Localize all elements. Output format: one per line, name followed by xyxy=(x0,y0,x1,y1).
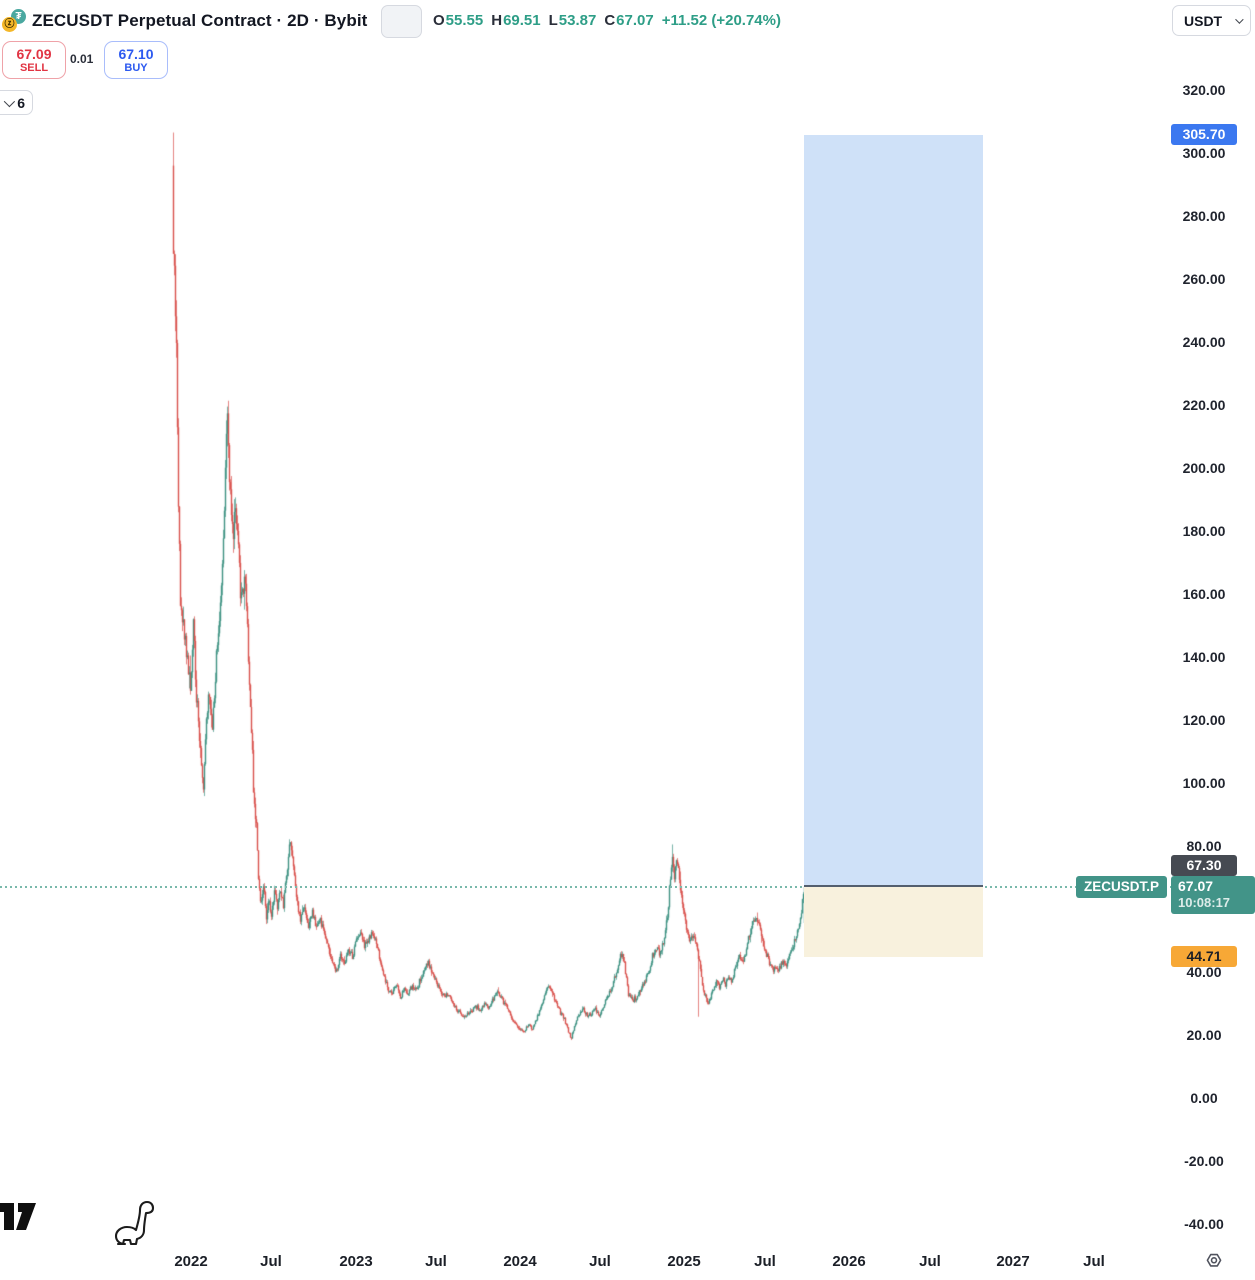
open-value: 55.55 xyxy=(445,12,484,29)
price-tick: 120.00 xyxy=(1182,712,1226,728)
price-tick: 140.00 xyxy=(1182,649,1226,665)
position-entry-line[interactable] xyxy=(804,885,983,887)
time-tick-jul: Jul xyxy=(589,1253,611,1270)
long-position-stop-zone[interactable] xyxy=(804,886,983,958)
symbol-title[interactable]: ZECUSDT Perpetual Contract · 2D · Bybit xyxy=(32,11,368,30)
pair-coin-icon: ₮ ⓩ xyxy=(2,8,26,34)
high-key: H xyxy=(491,12,503,29)
chevron-down-icon xyxy=(1235,14,1244,24)
price-tick: 200.00 xyxy=(1182,460,1226,476)
price-tick: 260.00 xyxy=(1182,271,1226,287)
zcash-coin-icon: ⓩ xyxy=(2,17,17,32)
spread-value: 0.01 xyxy=(70,52,94,66)
price-tick: -20.00 xyxy=(1184,1153,1224,1169)
close-key: C xyxy=(604,12,616,29)
object-count: 6 xyxy=(17,94,25,111)
time-tick-jul: Jul xyxy=(1083,1253,1105,1270)
price-tick: 180.00 xyxy=(1182,523,1226,539)
compare-add-button[interactable] xyxy=(381,5,422,38)
time-tick-2026: 2026 xyxy=(832,1253,866,1270)
object-tree-badge[interactable]: 6 xyxy=(0,90,33,115)
time-tick-2027: 2027 xyxy=(996,1253,1030,1270)
entry-price-label[interactable]: 67.30 xyxy=(1171,855,1237,876)
time-axis-settings-icon[interactable] xyxy=(1203,1250,1225,1272)
bar-countdown: 10:08:17 xyxy=(1178,894,1231,910)
time-tick-jul: Jul xyxy=(425,1253,447,1270)
symbol-price-tag[interactable]: ZECUSDT.P xyxy=(1076,875,1168,898)
long-position-profit-zone[interactable] xyxy=(804,135,983,886)
buy-button[interactable]: 67.10 BUY xyxy=(104,41,168,79)
time-tick-2023: 2023 xyxy=(339,1253,373,1270)
open-key: O xyxy=(433,12,445,29)
target-price-label[interactable]: 305.70 xyxy=(1171,124,1237,146)
symbol-header[interactable]: ₮ ⓩ ZECUSDT Perpetual Contract · 2D · By… xyxy=(2,6,367,36)
time-tick-jul: Jul xyxy=(919,1253,941,1270)
low-key: L xyxy=(548,12,558,29)
ohlc-readout: O55.55 H69.51 L53.87 C67.07 +11.52 (+20.74%) xyxy=(433,12,781,29)
price-tick: 160.00 xyxy=(1182,586,1226,602)
buy-price: 67.10 xyxy=(118,46,154,62)
price-tick: 280.00 xyxy=(1182,208,1226,224)
close-value: 67.07 xyxy=(616,12,654,29)
price-tick: -40.00 xyxy=(1184,1216,1224,1232)
sell-label: SELL xyxy=(19,62,49,74)
last-price-label[interactable]: 67.07 10:08:17 xyxy=(1171,875,1255,914)
price-tick: 300.00 xyxy=(1182,145,1226,161)
buy-label: BUY xyxy=(124,62,148,74)
price-tick: 220.00 xyxy=(1182,397,1226,413)
time-tick-2024: 2024 xyxy=(503,1253,537,1270)
dinosaur-doodle-drawing[interactable] xyxy=(111,1200,161,1252)
time-tick-2022: 2022 xyxy=(174,1253,208,1270)
price-tick: 240.00 xyxy=(1182,334,1226,350)
price-tick: 40.00 xyxy=(1186,964,1222,980)
high-value: 69.51 xyxy=(503,12,541,29)
last-price-value: 67.07 xyxy=(1178,877,1214,894)
currency-selected: USDT xyxy=(1184,12,1223,29)
change-value: +11.52 (+20.74%) xyxy=(661,12,781,29)
time-tick-jul: Jul xyxy=(754,1253,776,1270)
price-tick: 0.00 xyxy=(1190,1090,1218,1106)
stop-price-label[interactable]: 44.71 xyxy=(1171,946,1237,968)
sell-button[interactable]: 67.09 SELL xyxy=(2,41,66,79)
time-tick-jul: Jul xyxy=(260,1253,282,1270)
price-tick: 80.00 xyxy=(1186,838,1222,854)
sell-price: 67.09 xyxy=(16,46,52,62)
current-price-dotted-line xyxy=(0,885,1171,888)
currency-dropdown[interactable]: USDT xyxy=(1172,5,1251,36)
price-tick: 100.00 xyxy=(1182,775,1226,791)
chevron-down-icon xyxy=(3,95,16,107)
price-tick: 20.00 xyxy=(1186,1027,1222,1043)
tradingview-logo[interactable] xyxy=(0,1199,40,1235)
low-value: 53.87 xyxy=(558,12,597,29)
time-tick-2025: 2025 xyxy=(667,1253,701,1270)
price-tick: 320.00 xyxy=(1182,82,1226,98)
